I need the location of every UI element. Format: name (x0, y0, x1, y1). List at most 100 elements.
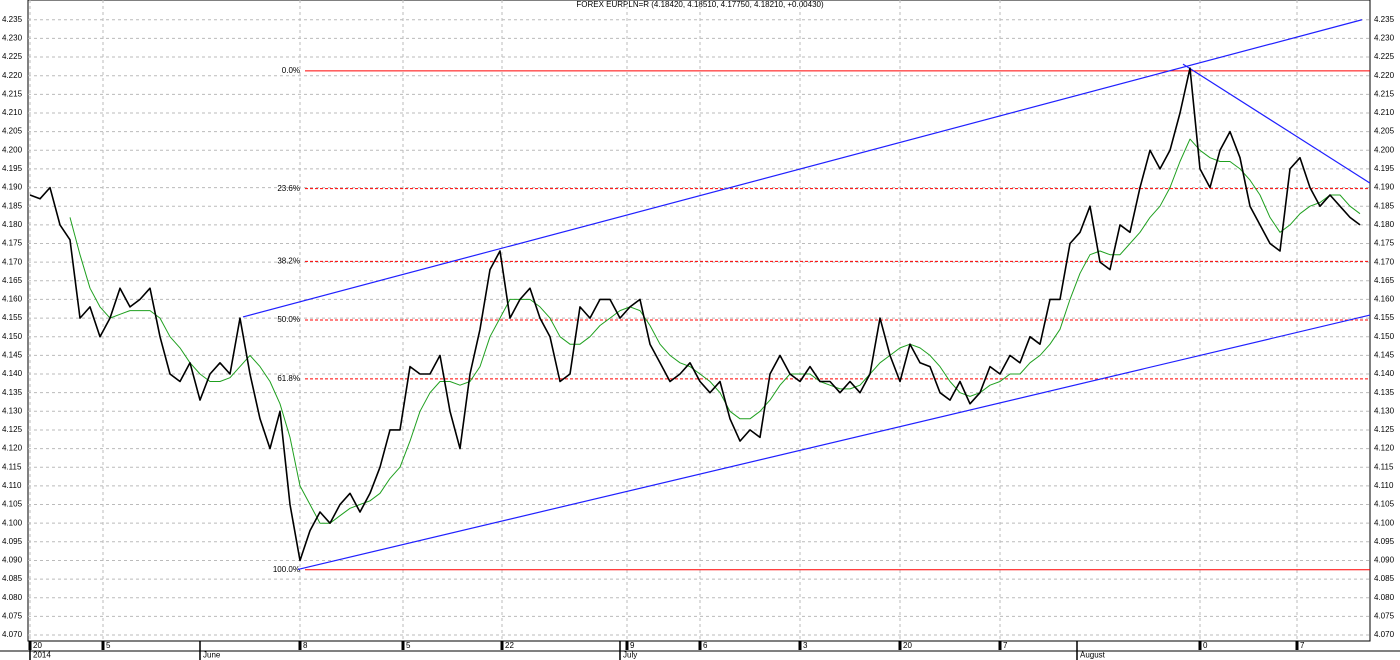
fib-level-label: 50.0% (277, 315, 300, 324)
fib-level-label: 23.6% (277, 184, 300, 193)
y-tick-label-right: 4.235 (1374, 15, 1395, 24)
y-tick-label-right: 4.200 (1374, 145, 1395, 154)
x-tick-mark (500, 641, 504, 650)
x-tick-label: 7 (1300, 641, 1305, 650)
trend-line (297, 314, 1371, 570)
y-tick-label-right: 4.155 (1374, 313, 1395, 322)
fib-level-label: 100.0% (273, 565, 300, 574)
y-tick-label: 4.120 (2, 444, 23, 453)
y-tick-label: 4.125 (2, 425, 23, 434)
y-tick-label-right: 4.170 (1374, 257, 1395, 266)
y-tick-label: 4.165 (2, 276, 23, 285)
x-tick-label: 6 (703, 641, 708, 650)
y-tick-label-right: 4.175 (1374, 239, 1395, 248)
trend-line (1182, 63, 1371, 184)
y-tick-label-right: 4.180 (1374, 220, 1395, 229)
y-tick-label-right: 4.100 (1374, 518, 1395, 527)
x-tick-mark (401, 641, 405, 650)
y-tick-label: 4.115 (2, 462, 22, 471)
fib-level-label: 0.0% (282, 66, 300, 75)
y-tick-label: 4.160 (2, 295, 23, 304)
y-tick-label: 4.140 (2, 369, 23, 378)
y-tick-label: 4.110 (2, 481, 22, 490)
x-tick-mark (1198, 641, 1202, 650)
y-tick-label-right: 4.190 (1374, 183, 1395, 192)
y-tick-label: 4.200 (2, 145, 23, 154)
y-tick-label: 4.135 (2, 388, 23, 397)
trend-line (242, 19, 1363, 318)
y-tick-label: 4.185 (2, 201, 23, 210)
x-tick-label: 9 (630, 641, 635, 650)
x-tick-label: 3 (803, 641, 808, 650)
y-tick-label-right: 4.220 (1374, 71, 1395, 80)
y-tick-label: 4.225 (2, 52, 23, 61)
x-tick-mark (798, 641, 802, 650)
chart-title: FOREX EURPLN=R (4.18420, 4.18510, 4.1775… (576, 0, 824, 9)
x-tick-label: 5 (406, 641, 411, 650)
y-tick-label-right: 4.090 (1374, 556, 1395, 565)
y-tick-label: 4.195 (2, 164, 23, 173)
x-tick-mark (998, 641, 1002, 650)
y-tick-label-right: 4.225 (1374, 52, 1395, 61)
x-tick-mark (698, 641, 702, 650)
y-tick-label: 4.080 (2, 593, 23, 602)
y-tick-label-right: 4.125 (1374, 425, 1395, 434)
y-tick-label-right: 4.160 (1374, 295, 1395, 304)
x-tick-label: 8 (303, 641, 308, 650)
month-label: 2014 (33, 651, 51, 660)
x-tick-label: 7 (1003, 641, 1008, 650)
y-tick-label-right: 4.130 (1374, 406, 1395, 415)
x-tick-mark (101, 641, 105, 650)
month-label: August (1080, 651, 1106, 660)
y-tick-label-right: 4.165 (1374, 276, 1395, 285)
y-tick-label: 4.095 (2, 537, 23, 546)
y-tick-label-right: 4.095 (1374, 537, 1395, 546)
fib-level-label: 38.2% (277, 257, 300, 266)
y-tick-label: 4.230 (2, 34, 23, 43)
y-tick-label-right: 4.215 (1374, 89, 1395, 98)
y-tick-label-right: 4.140 (1374, 369, 1395, 378)
x-tick-mark (898, 641, 902, 650)
y-tick-label: 4.075 (2, 611, 23, 620)
x-tick-label: 5 (106, 641, 111, 650)
y-tick-label: 4.130 (2, 406, 23, 415)
y-tick-label: 4.070 (2, 630, 23, 639)
y-tick-label-right: 4.150 (1374, 332, 1395, 341)
y-tick-label: 4.090 (2, 556, 23, 565)
x-tick-mark (1295, 641, 1299, 650)
y-tick-label-right: 4.085 (1374, 574, 1395, 583)
y-tick-label-right: 4.230 (1374, 34, 1395, 43)
x-tick-label: 22 (505, 641, 514, 650)
y-tick-label: 4.205 (2, 127, 23, 136)
x-tick-label: 0 (1203, 641, 1208, 650)
x-tick-mark (625, 641, 629, 650)
y-tick-label: 4.190 (2, 183, 23, 192)
y-tick-label-right: 4.070 (1374, 630, 1395, 639)
month-label: July (623, 651, 637, 660)
y-tick-label-right: 4.120 (1374, 444, 1395, 453)
y-tick-label-right: 4.135 (1374, 388, 1395, 397)
y-tick-label: 4.150 (2, 332, 23, 341)
y-tick-label-right: 4.210 (1374, 108, 1395, 117)
y-tick-label: 4.170 (2, 257, 23, 266)
y-tick-label: 4.220 (2, 71, 23, 80)
y-tick-label: 4.180 (2, 220, 23, 229)
price-line (29, 67, 1361, 562)
y-tick-label-right: 4.145 (1374, 350, 1395, 359)
y-tick-label-right: 4.205 (1374, 127, 1395, 136)
x-tick-mark (298, 641, 302, 650)
y-tick-label: 4.210 (2, 108, 23, 117)
x-tick-label: 20 (33, 641, 42, 650)
x-tick-label: 20 (903, 641, 912, 650)
y-tick-label: 4.100 (2, 518, 23, 527)
y-tick-label-right: 4.075 (1374, 611, 1395, 620)
y-tick-label: 4.085 (2, 574, 23, 583)
y-tick-label: 4.235 (2, 15, 23, 24)
y-tick-label: 4.105 (2, 500, 23, 509)
y-tick-label: 4.145 (2, 350, 23, 359)
y-tick-label-right: 4.105 (1374, 500, 1395, 509)
y-tick-label-right: 4.080 (1374, 593, 1395, 602)
y-tick-label: 4.215 (2, 89, 23, 98)
month-label: June (203, 651, 221, 660)
